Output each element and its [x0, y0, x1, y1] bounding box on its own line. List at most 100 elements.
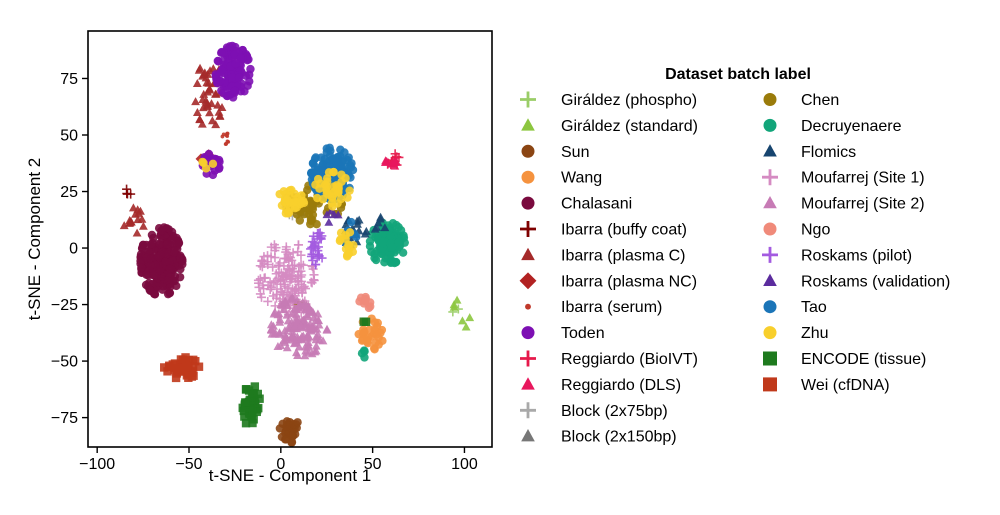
- data-point: [287, 255, 297, 265]
- legend-label: Reggiardo (DLS): [561, 377, 681, 394]
- series-20: [306, 228, 327, 270]
- legend-label: Block (2x150bp): [561, 429, 677, 446]
- data-point: [227, 73, 237, 82]
- data-point: [298, 282, 308, 292]
- y-tick-label: −50: [51, 354, 78, 371]
- data-point: [161, 257, 170, 266]
- data-point: [248, 418, 257, 428]
- data-point: [266, 324, 276, 333]
- data-point: [250, 397, 259, 406]
- data-point: [168, 235, 177, 245]
- data-point: [192, 108, 202, 117]
- data-point: [290, 260, 300, 270]
- data-point: [337, 157, 347, 166]
- data-point: [320, 154, 329, 164]
- data-point: [263, 296, 273, 306]
- data-point: [197, 119, 207, 128]
- data-point: [285, 198, 294, 207]
- data-point: [380, 158, 390, 167]
- data-point: [171, 373, 181, 383]
- data-point: [298, 260, 308, 270]
- data-point: [279, 305, 288, 314]
- data-point: [390, 157, 400, 166]
- data-point: [175, 365, 185, 374]
- y-tick-label: −75: [51, 410, 78, 427]
- series-23: [198, 157, 358, 261]
- legend-marker: [521, 247, 535, 261]
- data-point: [281, 244, 291, 254]
- data-point: [449, 302, 459, 311]
- data-point: [287, 332, 296, 341]
- data-point: [280, 282, 290, 292]
- data-point: [181, 353, 190, 362]
- data-point: [160, 363, 169, 372]
- data-point: [201, 73, 211, 82]
- data-point: [309, 237, 319, 247]
- series-9: [198, 41, 255, 180]
- data-point: [279, 261, 289, 271]
- legend-label: Sun: [561, 144, 589, 161]
- data-point: [155, 266, 164, 275]
- data-point: [273, 310, 283, 319]
- data-point: [220, 134, 225, 139]
- legend-item: Giráldez (phospho): [520, 91, 697, 109]
- data-point: [122, 184, 132, 194]
- data-point: [378, 336, 387, 345]
- y-tick-label: 0: [69, 241, 78, 258]
- data-point: [297, 287, 307, 297]
- data-point: [178, 256, 187, 266]
- data-point: [231, 59, 240, 68]
- legend-label: ENCODE (tissue): [801, 351, 926, 368]
- legend-item: Sun: [521, 144, 589, 161]
- data-point: [248, 404, 257, 413]
- series-5: [122, 184, 136, 199]
- data-point: [255, 289, 265, 299]
- legend-marker: [521, 326, 535, 340]
- data-point: [279, 290, 289, 300]
- legend-item: Reggiardo (DLS): [521, 377, 681, 394]
- data-point: [293, 351, 302, 359]
- data-point: [228, 93, 238, 102]
- data-point: [304, 305, 314, 314]
- data-point: [390, 161, 400, 170]
- data-point: [313, 174, 323, 184]
- legend-item: Zhu: [763, 325, 829, 342]
- data-point: [129, 203, 138, 212]
- data-point: [322, 210, 332, 219]
- data-point: [174, 239, 183, 248]
- legend-label: Giráldez (phospho): [561, 92, 697, 109]
- data-point: [305, 319, 315, 328]
- data-point: [189, 371, 198, 380]
- data-point: [293, 418, 302, 427]
- data-point: [150, 290, 160, 299]
- legend-label: Reggiardo (BioIVT): [561, 351, 698, 368]
- data-point: [191, 97, 200, 106]
- data-point: [225, 134, 230, 138]
- data-point: [359, 346, 369, 355]
- data-point: [316, 168, 326, 178]
- y-tick-label: 75: [60, 71, 78, 88]
- data-point: [353, 219, 362, 228]
- data-point: [198, 157, 207, 167]
- data-point: [388, 218, 398, 228]
- legend-label: Block (2x75bp): [561, 403, 668, 420]
- data-point: [306, 214, 316, 224]
- data-point: [278, 419, 287, 429]
- data-point: [394, 238, 403, 247]
- data-point: [354, 329, 363, 339]
- data-point: [310, 347, 320, 356]
- data-point: [325, 143, 334, 153]
- legend-marker: [520, 91, 536, 108]
- data-point: [217, 66, 226, 75]
- data-point: [317, 253, 327, 263]
- plot-frame: [87, 30, 493, 448]
- legend-label: Ibarra (plasma NC): [561, 273, 697, 290]
- data-point: [358, 335, 368, 345]
- data-point: [290, 321, 300, 330]
- data-point: [337, 170, 346, 179]
- legend-marker: [525, 303, 531, 310]
- data-point: [266, 252, 276, 262]
- y-tick-label: 25: [60, 184, 78, 201]
- data-point: [318, 161, 327, 170]
- data-point: [156, 250, 165, 259]
